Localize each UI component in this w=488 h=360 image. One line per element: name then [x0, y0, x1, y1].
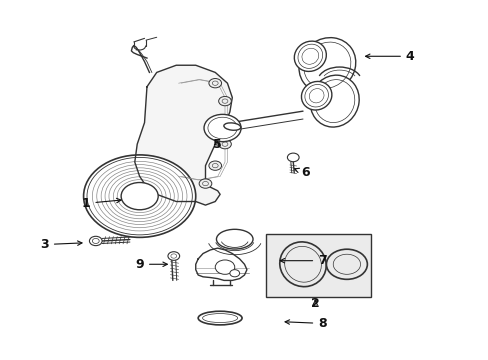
Circle shape: [218, 96, 231, 106]
Ellipse shape: [284, 246, 321, 282]
Circle shape: [83, 155, 195, 237]
Circle shape: [167, 252, 179, 260]
Ellipse shape: [198, 311, 242, 325]
Text: 5: 5: [213, 138, 222, 150]
Ellipse shape: [216, 229, 252, 249]
Circle shape: [223, 118, 236, 127]
Bar: [266, 234, 370, 297]
Text: 1: 1: [81, 197, 121, 210]
Ellipse shape: [294, 41, 325, 71]
Ellipse shape: [224, 123, 240, 130]
Circle shape: [215, 260, 234, 274]
Ellipse shape: [279, 242, 325, 287]
Circle shape: [208, 161, 221, 170]
Circle shape: [203, 114, 241, 141]
Ellipse shape: [301, 81, 331, 110]
Circle shape: [218, 139, 231, 149]
Ellipse shape: [309, 75, 359, 127]
Circle shape: [332, 254, 360, 274]
Circle shape: [121, 183, 158, 210]
Text: 6: 6: [294, 166, 309, 179]
Circle shape: [89, 236, 102, 246]
Circle shape: [208, 78, 221, 88]
Circle shape: [199, 179, 211, 188]
Text: 3: 3: [40, 238, 82, 251]
Text: 2: 2: [310, 297, 319, 310]
Polygon shape: [135, 65, 232, 205]
Circle shape: [326, 249, 366, 279]
Text: 8: 8: [285, 317, 326, 330]
Text: 9: 9: [135, 258, 167, 271]
Text: 4: 4: [365, 50, 414, 63]
Circle shape: [229, 270, 239, 277]
Polygon shape: [195, 248, 246, 280]
Ellipse shape: [298, 38, 355, 93]
Text: 7: 7: [280, 254, 326, 267]
Circle shape: [287, 153, 299, 162]
